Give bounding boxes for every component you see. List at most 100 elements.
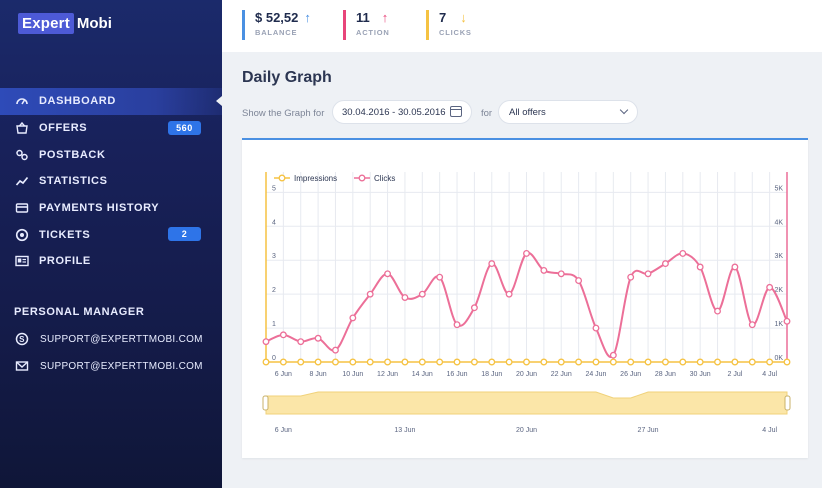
page-title: Daily Graph [242,69,332,86]
clicks-point [523,249,530,257]
clicks-point [314,334,322,342]
offer-select[interactable]: All offers [498,100,638,124]
stat-action: 11 ↑ ACTION [343,10,390,40]
clicks-point [696,263,704,271]
clicks-point [731,263,739,271]
clicks-point [488,260,496,268]
stat-action-value: 11 [356,10,370,25]
x-axis-tick: 6 Jun [275,371,292,378]
right-axis-tick: 0K [774,355,783,362]
impressions-point [401,358,409,366]
arrow-up-icon: ↑ [304,10,311,25]
personal-manager-title: PERSONAL MANAGER [14,306,145,318]
stat-clicks-label: CLICKS [439,28,472,37]
date-range-picker[interactable]: 30.04.2016 - 30.05.2016 [332,100,472,124]
trend-icon [14,174,30,188]
sidebar-item-label: OFFERS [39,122,88,135]
arrow-down-icon: ↓ [460,10,467,25]
sidebar-item-statistics[interactable]: STATISTICS [0,168,222,195]
chart-panel: 0 1 2 3 4 5 0K 1K 2K 3K 4K 5K 6 Jun 8 Jun 10 Jun 12 Jun… [242,138,808,458]
x-axis-tick: 28 Jun [655,371,676,378]
stat-clicks: 7 ↓ CLICKS [426,10,472,40]
contact-email[interactable]: SUPPORT@EXPERTTMOBI.COM [14,359,203,373]
main-nav: DASHBOARD OFFERS 560 POSTBACK STATISTICS PAYM… [0,88,222,275]
x-axis-tick: 30 Jun [690,371,711,378]
impressions-point [766,358,774,366]
sidebar-item-profile[interactable]: PROFILE [0,248,222,275]
impressions-point [262,358,270,366]
stat-action-label: ACTION [356,28,390,37]
contact-skype[interactable]: S SUPPORT@EXPERTTMOBI.COM [14,332,203,346]
clicks-point [262,338,270,346]
impressions-point [644,358,652,366]
contact-skype-text: SUPPORT@EXPERTTMOBI.COM [40,333,203,345]
sidebar-item-postback[interactable]: POSTBACK [0,141,222,168]
clicks-point [349,314,357,322]
navigator-tick: 6 Jun [275,427,292,434]
left-axis-tick: 3 [272,253,276,260]
clicks-point [453,321,461,329]
clicks-point [366,290,374,298]
sidebar-item-label: STATISTICS [39,175,108,188]
right-axis-tick: 1K [774,321,783,328]
left-axis-tick: 0 [272,355,276,362]
navigator-tick: 13 Jun [394,427,415,434]
clicks-point [592,324,600,332]
left-axis-tick: 5 [272,185,276,192]
right-axis-tick: 2K [774,287,783,294]
clicks-point [766,283,774,291]
sidebar-item-label: PAYMENTS HISTORY [39,202,160,215]
chevron-down-icon [619,105,629,115]
impressions-point [384,358,392,366]
x-axis-tick: 26 Jun [620,371,641,378]
impressions-point [332,358,339,366]
legend-clicks-marker [358,174,366,182]
brand-logo[interactable]: Expert Mobi [18,13,112,34]
id-card-icon [14,254,30,268]
right-axis-tick: 3K [774,253,783,260]
sidebar-item-offers[interactable]: OFFERS 560 [0,115,222,142]
stat-balance-value: $ 52,52 [255,10,299,25]
sidebar-item-tickets[interactable]: TICKETS 2 [0,221,222,248]
main-content: Daily Graph Show the Graph for 30.04.201… [222,52,822,488]
for-label: for [481,108,493,119]
impressions-point [470,358,478,366]
clicks-point [644,270,652,278]
contact-email-text: SUPPORT@EXPERTTMOBI.COM [40,360,203,372]
impressions-point [505,358,513,366]
x-axis-tick: 16 Jun [447,371,468,378]
daily-graph-chart[interactable]: 0 1 2 3 4 5 0K 1K 2K 3K 4K 5K 6 Jun 8 Jun 10 Jun 12 Jun… [242,140,808,458]
impressions-point [314,358,322,366]
x-axis-tick: 22 Jun [551,371,572,378]
sidebar-item-dashboard[interactable]: DASHBOARD [0,88,222,115]
legend-impressions-marker [278,174,286,182]
arrow-up-icon: ↑ [381,10,389,25]
sidebar-item-label: TICKETS [39,228,91,241]
x-axis-tick: 10 Jun [342,371,363,378]
impressions-point [366,358,374,366]
impressions-point [696,358,704,366]
clicks-point [748,321,756,329]
mail-icon [14,359,30,373]
navigator-left-handle[interactable] [262,395,269,411]
clicks-point [627,273,635,281]
impressions-point [540,358,548,366]
clicks-point [297,338,305,346]
sidebar-item-payments-history[interactable]: PAYMENTS HISTORY [0,195,222,222]
count-badge: 2 [168,227,201,242]
impressions-point [523,358,530,366]
impressions-point [679,358,687,366]
clicks-point [679,249,687,257]
navigator-tick: 20 Jun [516,427,537,434]
clicks-point [609,351,617,359]
x-axis-tick: 24 Jun [585,371,606,378]
navigator-right-handle[interactable] [784,395,791,411]
impressions-point [297,358,305,366]
impressions-point [488,358,496,366]
clicks-point [279,331,287,339]
clicks-point [661,260,669,268]
left-axis-tick: 2 [272,287,276,294]
clicks-point [436,273,444,281]
clicks-point [783,317,791,325]
clicks-point [384,270,392,278]
